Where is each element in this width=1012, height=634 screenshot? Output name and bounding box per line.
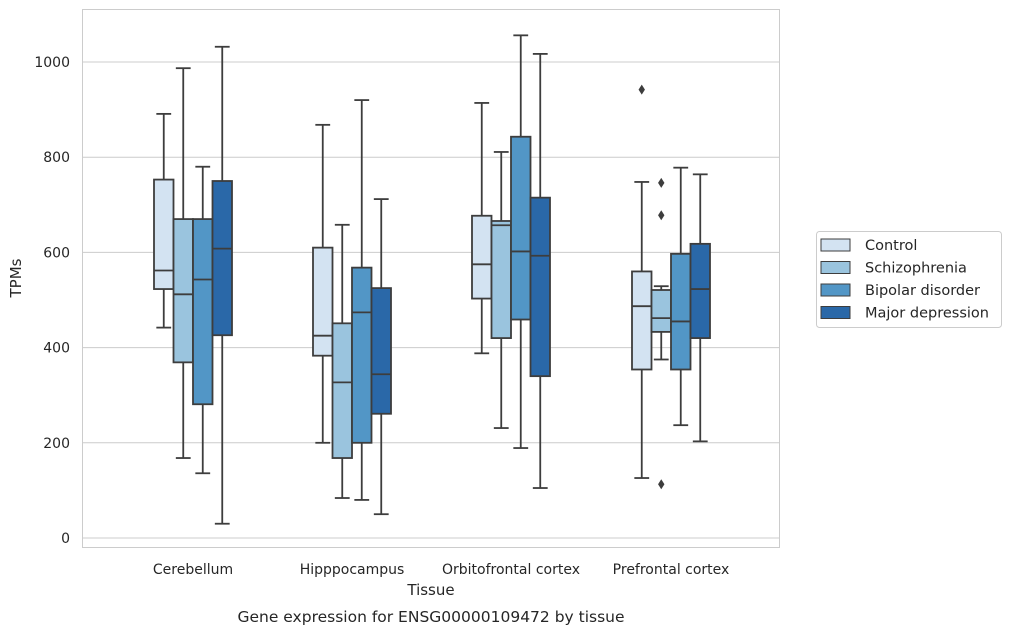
legend: Control Schizophrenia Bipolar disorder Majo…	[816, 231, 1002, 328]
boxes	[153, 34, 711, 525]
y-axis-title: TPMs	[7, 258, 25, 298]
y-tick-label: 600	[43, 245, 70, 261]
legend-swatch	[820, 261, 851, 274]
y-tick-label: 400	[43, 341, 70, 357]
box-schizophrenia	[172, 67, 194, 459]
box-control	[631, 84, 653, 479]
outlier-point	[658, 479, 665, 490]
legend-label: Control	[865, 238, 917, 254]
box-body	[370, 287, 392, 415]
box-body	[172, 218, 194, 364]
box-body	[689, 242, 711, 339]
box-control	[153, 112, 175, 329]
box-bipolar-disorder	[351, 99, 373, 501]
box-control	[312, 123, 334, 444]
x-tick-labels: Cerebellum Hipppocampus Orbitofrontal cort…	[153, 562, 729, 578]
outlier-point	[638, 84, 645, 95]
box-body	[192, 218, 214, 406]
y-tick-label: 0	[61, 531, 70, 547]
box-body	[331, 322, 353, 459]
box-major-depression	[529, 53, 551, 489]
box-body	[510, 135, 532, 321]
y-tick-label: 1000	[34, 55, 70, 71]
box-body	[650, 289, 672, 333]
box-body	[351, 266, 373, 444]
box-bipolar-disorder	[192, 165, 214, 475]
box-body	[312, 246, 334, 357]
legend-label: Schizophrenia	[865, 261, 967, 277]
outlier-point	[658, 177, 665, 188]
legend-swatch	[820, 306, 851, 319]
legend-label: Major depression	[865, 306, 989, 322]
box-schizophrenia	[490, 151, 512, 429]
box-control	[471, 102, 493, 355]
x-tick-label: Orbitofrontal cortex	[442, 562, 580, 578]
box-major-depression	[689, 173, 711, 443]
box-body	[670, 252, 692, 371]
box-body	[490, 220, 512, 339]
x-axis-title: Tissue	[406, 581, 454, 599]
box-schizophrenia	[650, 177, 672, 490]
box-schizophrenia	[331, 223, 353, 499]
legend-items: Control Schizophrenia Bipolar disorder Majo…	[820, 238, 989, 322]
box-major-depression	[211, 45, 233, 525]
legend-label: Bipolar disorder	[865, 283, 980, 299]
plot-frame	[82, 9, 780, 548]
x-tick-label: Cerebellum	[153, 562, 233, 578]
legend-frame	[816, 231, 1002, 328]
legend-swatch	[820, 238, 851, 252]
box-body	[153, 178, 175, 290]
legend-swatch	[820, 283, 851, 297]
box-bipolar-disorder	[670, 166, 692, 427]
box-body	[631, 270, 653, 371]
box-major-depression	[370, 198, 392, 516]
box-body	[211, 180, 233, 337]
x-tick-label: Prefrontal cortex	[613, 562, 730, 578]
box-body	[529, 196, 551, 378]
box-bipolar-disorder	[510, 34, 532, 449]
y-tick-label: 200	[43, 436, 70, 452]
x-tick-label: Hipppocampus	[300, 562, 405, 578]
y-tick-label: 800	[43, 150, 70, 166]
box-body	[471, 214, 493, 300]
y-tick-labels: 0 200 400 600 800 1000	[34, 55, 70, 547]
chart-caption: Gene expression for ENSG00000109472 by t…	[237, 608, 624, 626]
outlier-point	[658, 210, 665, 221]
